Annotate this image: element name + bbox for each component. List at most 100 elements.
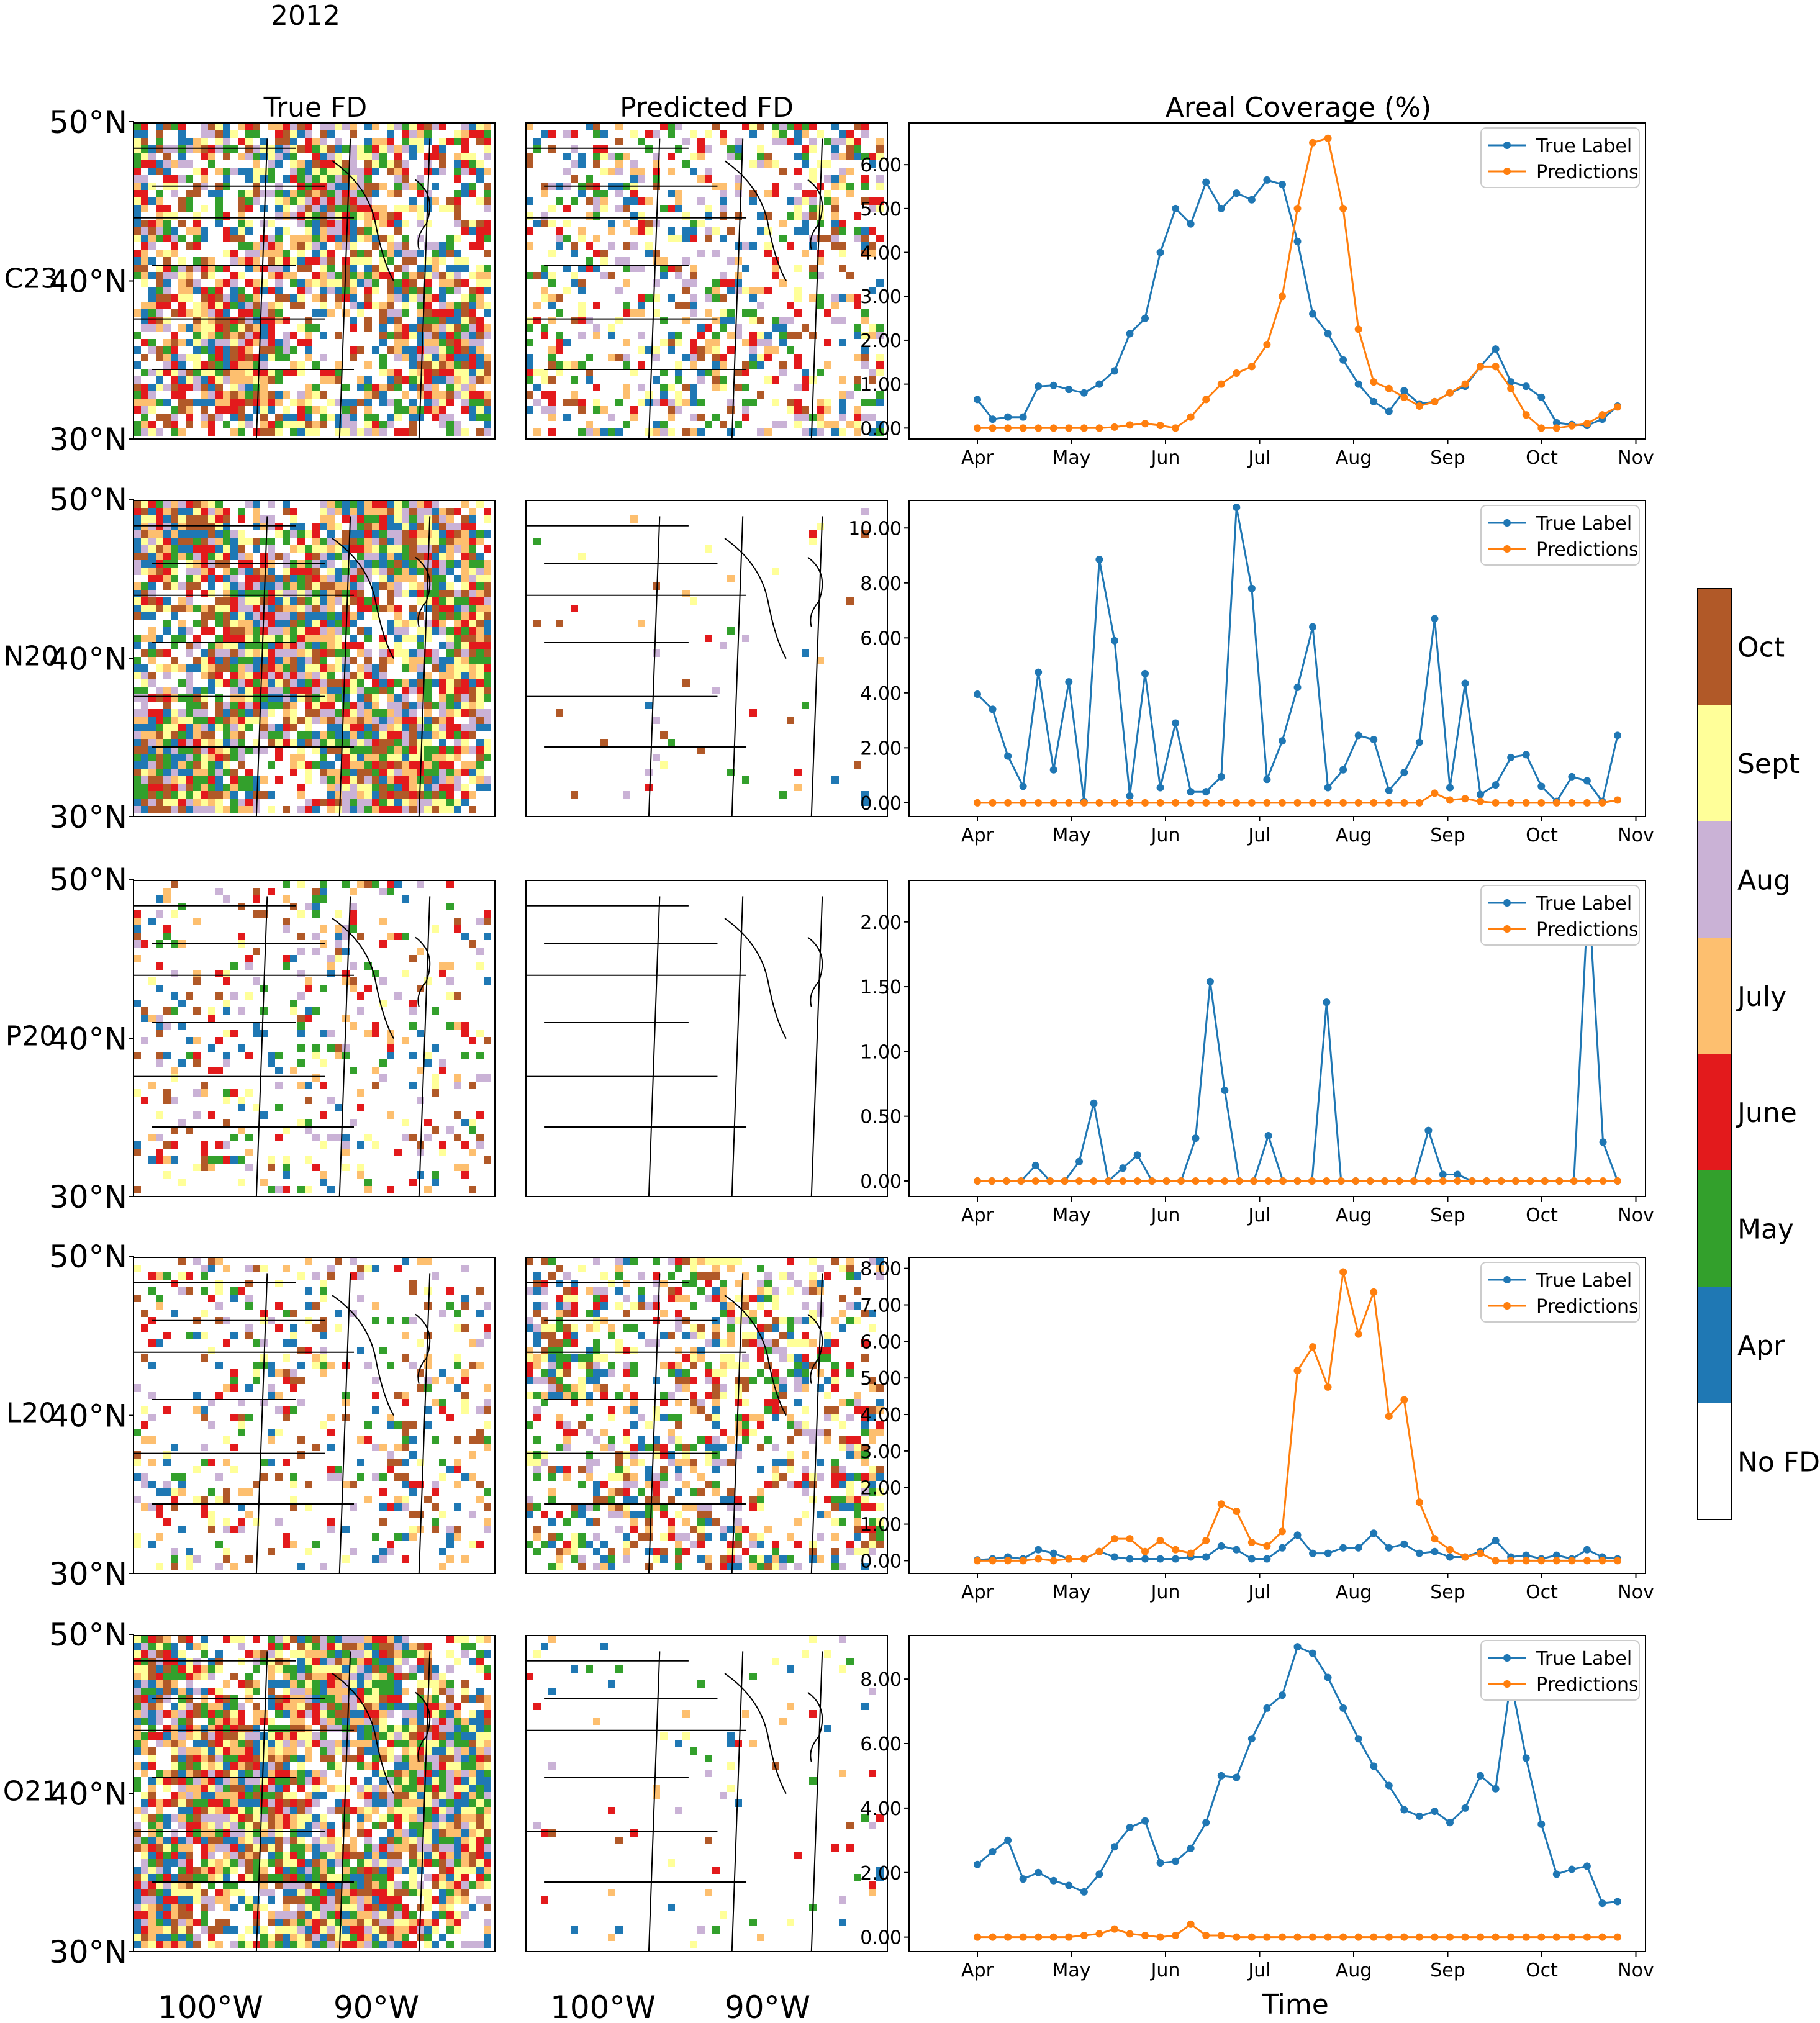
fd-pixel [439,597,446,605]
fd-pixel [163,568,171,575]
data-point-predictions [1263,341,1271,349]
fd-pixel [809,530,817,538]
fd-pixel [526,197,533,205]
fd-pixel [260,731,268,739]
fd-pixel [623,197,630,205]
fd-pixel [461,257,469,265]
fd-pixel [402,515,409,523]
fd-pixel [148,309,156,317]
fd-pixel [141,1097,148,1104]
fd-pixel [454,138,461,145]
fd-pixel [586,123,593,130]
fd-pixel [364,175,372,183]
fd-pixel [335,1052,342,1059]
fd-pixel [305,761,312,769]
fd-pixel [802,160,809,168]
fd-pixel [432,384,439,391]
fd-pixel [469,287,476,294]
fd-pixel [312,590,320,597]
fd-pixel [283,508,290,515]
data-point-predictions [1233,369,1241,377]
fd-pixel [854,406,861,414]
fd-pixel [432,1171,439,1179]
fd-pixel [608,168,615,175]
fd-pixel [186,746,193,754]
fd-pixel [223,895,230,903]
fd-pixel [245,242,253,250]
fd-pixel [238,257,245,265]
fd-pixel [432,649,439,657]
y-tick-label: 0.00 [860,793,902,815]
fd-pixel [238,709,245,717]
fd-pixel [223,523,230,530]
fd-pixel [297,369,305,376]
fd-pixel [409,346,417,354]
fd-pixel [342,799,350,806]
data-point-predictions [1395,1177,1403,1185]
fd-pixel [454,428,461,436]
fd-pixel [297,391,305,399]
fd-pixel [297,265,305,272]
fd-pixel [312,205,320,212]
fd-pixel [290,664,297,672]
fd-pixel [134,1541,141,1548]
fd-pixel [163,317,171,324]
fd-pixel [387,702,394,709]
fd-pixel [156,414,163,421]
fd-pixel [402,545,409,553]
fd-pixel [563,220,571,227]
fd-pixel [417,724,424,731]
fd-pixel [623,384,630,391]
fd-pixel [861,354,869,361]
fd-pixel [297,590,305,597]
x-tick-label: Jul [1247,1205,1270,1226]
fd-pixel [238,354,245,361]
fd-pixel [275,612,283,620]
fd-pixel [526,391,533,399]
fd-pixel [260,406,268,414]
fd-pixel [809,175,817,183]
fd-pixel [357,694,364,702]
fd-pixel [461,649,469,657]
fd-pixel [290,123,297,130]
fd-pixel [223,1059,230,1067]
fd-pixel [364,560,372,568]
fd-pixel [148,1082,156,1089]
fd-pixel [290,515,297,523]
data-point-predictions [1110,799,1118,807]
fd-pixel [432,776,439,784]
fd-pixel [394,317,402,324]
fd-pixel [779,279,787,287]
fd-pixel [260,791,268,799]
fd-pixel [402,687,409,694]
fd-pixel [193,791,201,799]
fd-pixel [439,515,446,523]
fd-pixel [454,709,461,717]
fd-pixel [846,145,854,153]
y-tick-label: 10.00 [848,518,902,540]
fd-pixel [854,302,861,309]
fd-pixel [163,1156,171,1164]
fd-pixel [253,123,260,130]
fd-pixel [327,227,335,235]
fd-pixel [305,406,312,414]
fd-pixel [312,523,320,530]
fd-pixel [446,687,454,694]
fd-pixel [682,399,690,406]
fd-pixel [290,754,297,761]
fd-pixel [215,190,223,197]
fd-pixel [593,197,600,205]
fd-pixel [335,220,342,227]
fd-pixel [253,523,260,530]
fd-pixel [705,421,712,428]
fd-pixel [327,190,335,197]
fd-pixel [201,717,208,724]
fd-pixel [787,242,794,250]
fd-pixel [372,523,379,530]
state-border [338,896,351,1197]
fd-pixel [193,1496,201,1503]
fd-pixel [469,664,476,672]
fd-pixel [409,1179,417,1186]
fd-pixel [245,590,253,597]
fd-pixel [461,428,469,436]
